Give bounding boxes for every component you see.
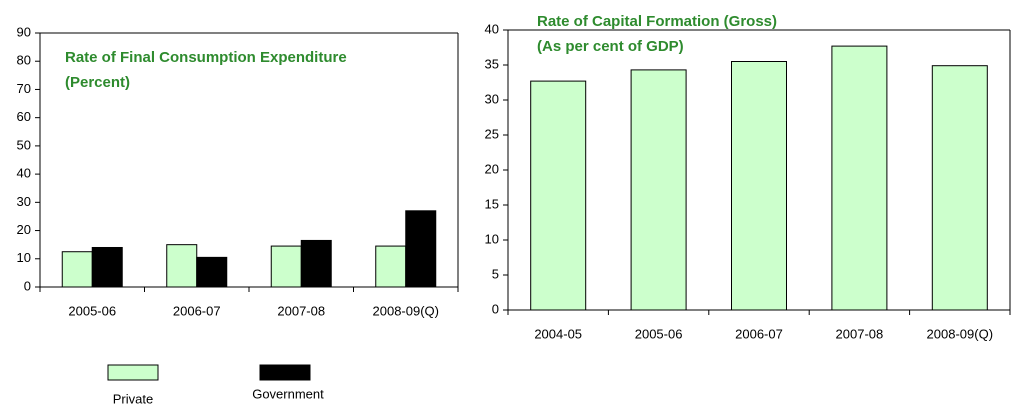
bar xyxy=(931,65,988,311)
bar xyxy=(61,251,93,288)
x-tick-label: 2005-06 xyxy=(68,303,116,318)
y-tick-label: 25 xyxy=(485,126,499,141)
bar xyxy=(270,245,302,288)
x-tick-label: 2004-05 xyxy=(534,326,582,341)
bar xyxy=(375,245,407,288)
bar xyxy=(831,45,888,311)
y-tick-label: 0 xyxy=(24,278,31,293)
y-tick-label: 50 xyxy=(17,137,31,152)
chart-title: Rate of Capital Formation (Gross) xyxy=(537,13,777,30)
x-tick-label: 2008-09(Q) xyxy=(927,326,993,341)
bar xyxy=(166,244,198,288)
y-tick-label: 40 xyxy=(17,166,31,181)
x-tick-label: 2007-08 xyxy=(277,303,325,318)
x-tick-label: 2006-07 xyxy=(173,303,221,318)
y-tick-label: 90 xyxy=(17,24,31,39)
y-tick-label: 0 xyxy=(492,301,499,316)
bar xyxy=(530,80,587,311)
legend-swatch xyxy=(107,364,159,381)
bar xyxy=(630,69,687,311)
y-tick-label: 70 xyxy=(17,81,31,96)
bar xyxy=(196,256,228,288)
y-tick-label: 20 xyxy=(485,161,499,176)
legend-label: Private xyxy=(113,391,153,406)
y-tick-label: 10 xyxy=(17,250,31,265)
legend-label: Government xyxy=(252,386,324,401)
bar xyxy=(731,61,787,311)
y-tick-label: 35 xyxy=(485,56,499,71)
bar xyxy=(91,246,123,288)
x-tick-label: 2008-09(Q) xyxy=(373,303,439,318)
chart-title: Rate of Final Consumption Expenditure xyxy=(65,49,347,66)
chart-title: (Percent) xyxy=(65,74,130,91)
chart-title: (As per cent of GDP) xyxy=(537,38,684,55)
y-tick-label: 40 xyxy=(485,21,499,36)
x-tick-label: 2006-07 xyxy=(735,326,783,341)
y-tick-label: 80 xyxy=(17,53,31,68)
y-tick-label: 15 xyxy=(485,196,499,211)
bar xyxy=(405,210,437,288)
legend-swatch xyxy=(259,364,311,381)
y-tick-label: 60 xyxy=(17,109,31,124)
y-tick-label: 30 xyxy=(485,91,499,106)
y-tick-label: 30 xyxy=(17,194,31,209)
x-tick-label: 2005-06 xyxy=(635,326,683,341)
x-tick-label: 2007-08 xyxy=(836,326,884,341)
y-tick-label: 5 xyxy=(492,266,499,281)
y-tick-label: 10 xyxy=(485,231,499,246)
y-tick-label: 20 xyxy=(17,222,31,237)
bar xyxy=(300,239,332,288)
